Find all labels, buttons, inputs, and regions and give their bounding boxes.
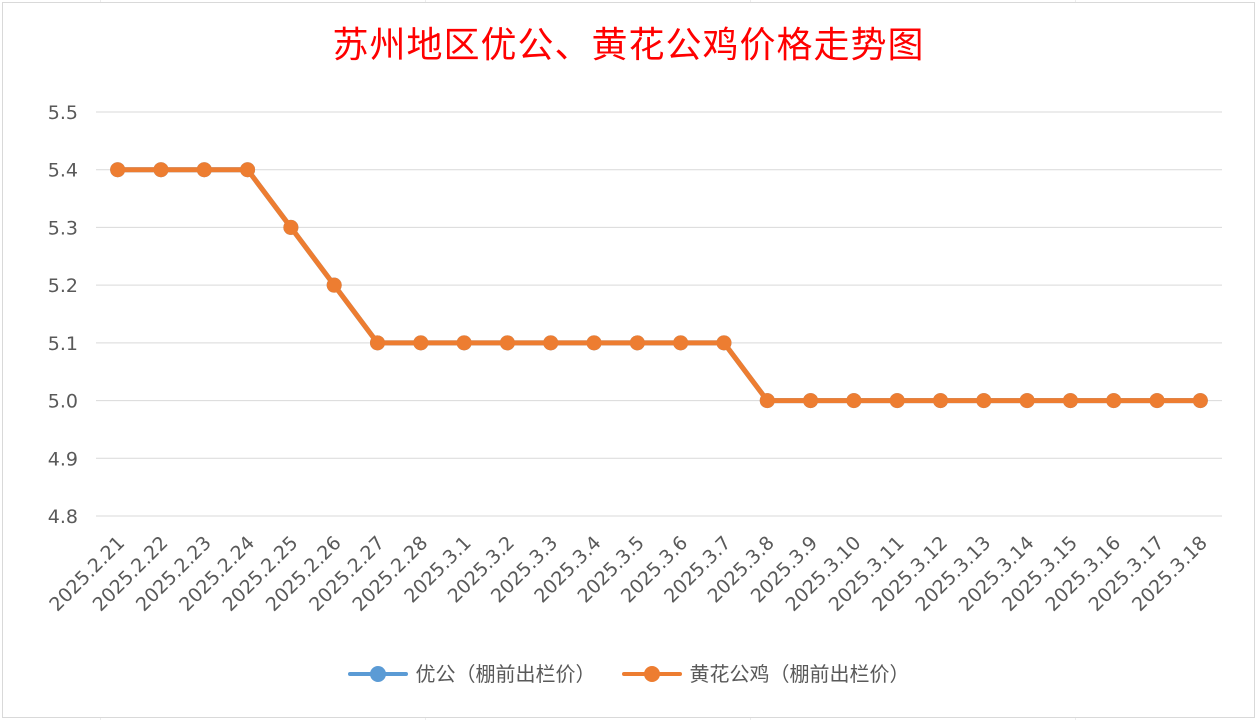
data-point-series-1 — [326, 277, 342, 293]
y-tick-label: 4.8 — [48, 506, 78, 528]
data-point-series-1 — [499, 335, 515, 351]
data-point-series-1 — [586, 335, 602, 351]
data-point-series-1 — [1019, 393, 1035, 409]
data-point-series-1 — [543, 335, 559, 351]
data-point-series-1 — [933, 393, 948, 409]
data-point-series-1 — [153, 162, 169, 178]
legend-label-youggong: 优公（棚前出栏价） — [415, 662, 596, 686]
data-point-series-1 — [716, 335, 732, 351]
data-point-series-1 — [846, 393, 862, 409]
y-tick-label: 5.0 — [48, 391, 78, 413]
y-tick-label: 5.4 — [48, 160, 78, 182]
data-point-series-1 — [456, 335, 472, 351]
legend-item-youggong[interactable]: 优公（棚前出栏价） — [347, 658, 596, 690]
legend-marker-huanghua — [621, 666, 682, 682]
data-point-series-1 — [803, 393, 819, 409]
data-point-series-1 — [1192, 393, 1208, 409]
y-tick-label: 5.5 — [48, 102, 78, 124]
data-point-series-1 — [240, 162, 256, 178]
y-tick-label: 5.2 — [48, 275, 78, 297]
data-point-series-1 — [1062, 393, 1078, 409]
data-point-series-1 — [413, 335, 429, 351]
legend-item-huanghua[interactable]: 黄花公鸡（棚前出栏价） — [621, 658, 910, 690]
y-tick-label: 5.1 — [48, 333, 78, 355]
legend-marker-youggong — [347, 666, 408, 682]
legend-label-huanghua: 黄花公鸡（棚前出栏价） — [689, 662, 910, 686]
data-point-series-1 — [196, 162, 212, 178]
y-tick-label: 5.3 — [48, 217, 78, 239]
data-point-series-1 — [889, 393, 905, 409]
y-tick-label: 4.9 — [48, 448, 78, 470]
data-point-series-1 — [1106, 393, 1122, 409]
data-point-series-1 — [629, 335, 645, 351]
legend[interactable]: 优公（棚前出栏价） 黄花公鸡（棚前出栏价） — [0, 658, 1257, 690]
data-point-series-1 — [673, 335, 689, 351]
chart-title: 苏州地区优公、黄花公鸡价格走势图 — [332, 25, 925, 66]
data-point-series-1 — [1149, 393, 1165, 409]
data-point-series-1 — [976, 393, 992, 409]
data-point-series-1 — [370, 335, 385, 351]
data-point-series-1 — [110, 162, 126, 178]
data-point-series-1 — [283, 219, 299, 235]
data-point-series-1 — [759, 393, 775, 409]
